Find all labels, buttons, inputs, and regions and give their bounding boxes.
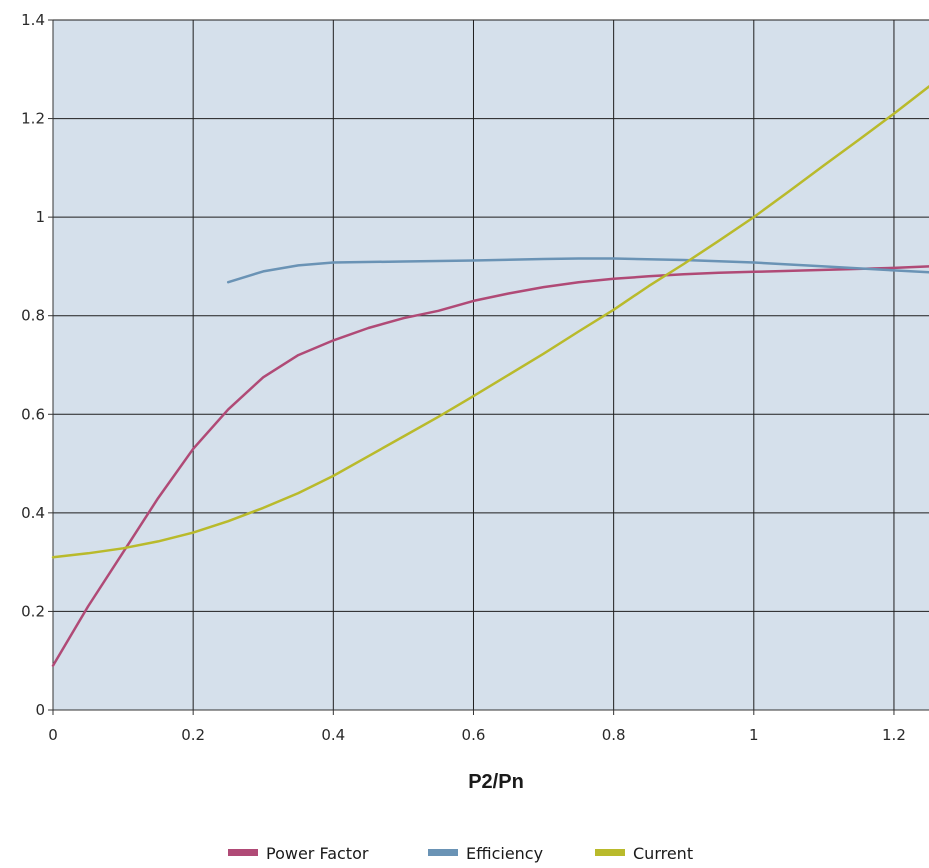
series-line-efficiency [226, 257, 929, 284]
y-axis-ticks: 0 0.2 0.4 0.6 0.8 1 1.2 1.4 [21, 11, 53, 719]
x-tick-label: 0.8 [602, 726, 626, 744]
y-tick-label: 1.2 [21, 110, 45, 128]
y-tick-label: 0.2 [21, 602, 45, 620]
series-line-power-factor [51, 265, 929, 667]
plot-area [53, 20, 929, 710]
legend-label-current: Current [633, 844, 693, 863]
x-axis-label: P2/Pn [468, 771, 524, 793]
grid [53, 19, 929, 710]
y-tick-label: 0.4 [21, 504, 45, 522]
axes [48, 20, 929, 715]
legend: Power Factor Efficiency Current [228, 844, 693, 863]
series-line-current [51, 85, 929, 559]
y-tick-label: 0.8 [21, 307, 45, 325]
y-tick-label: 0.6 [21, 405, 45, 423]
x-tick-label: 1.2 [882, 726, 906, 744]
legend-label-power-factor: Power Factor [266, 844, 369, 863]
x-tick-label: 0.4 [321, 726, 345, 744]
legend-swatch-efficiency [428, 849, 458, 856]
x-tick-label: 0 [48, 726, 58, 744]
legend-swatch-current [595, 849, 625, 856]
x-tick-label: 1 [749, 726, 759, 744]
y-tick-label: 0 [35, 701, 45, 719]
y-tick-label: 1.4 [21, 11, 45, 29]
legend-swatch-power-factor [228, 849, 258, 856]
series-lines [51, 85, 929, 667]
x-tick-label: 0.2 [181, 726, 205, 744]
x-tick-label: 0.6 [462, 726, 486, 744]
x-axis-ticks: 0 0.2 0.4 0.6 0.8 1 1.2 [48, 710, 906, 744]
y-tick-label: 1 [35, 208, 45, 226]
legend-label-efficiency: Efficiency [466, 844, 543, 863]
